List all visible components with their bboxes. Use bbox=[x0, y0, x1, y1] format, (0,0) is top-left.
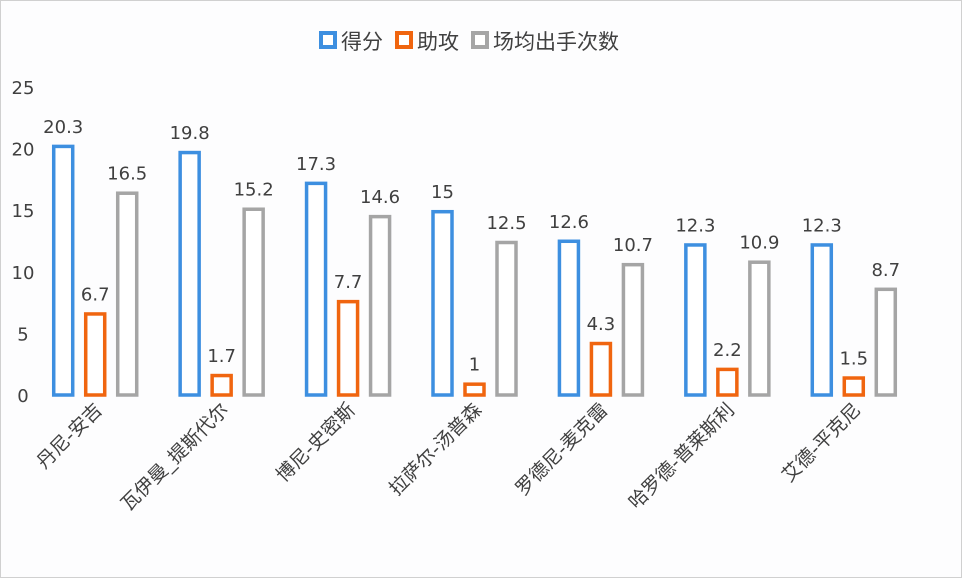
data-label: 15.2 bbox=[234, 180, 274, 201]
data-label: 17.3 bbox=[296, 154, 336, 175]
data-label: 12.5 bbox=[486, 213, 526, 234]
bar-shots-3 bbox=[495, 240, 518, 397]
x-tick-label: 拉萨尔-汤普森 bbox=[385, 399, 486, 500]
bar-score-5 bbox=[684, 243, 707, 397]
data-label: 1.7 bbox=[207, 346, 236, 367]
data-label: 20.3 bbox=[43, 117, 83, 138]
bar-shots-1 bbox=[242, 207, 265, 397]
x-axis: 丹尼-安吉 瓦伊曼_提斯代尔 博尼-史密斯 拉萨尔-汤普森 罗德尼-麦克雷 哈罗德-普莱斯… bbox=[33, 399, 866, 515]
bar-assists-5 bbox=[716, 367, 739, 397]
data-label: 19.8 bbox=[170, 123, 210, 144]
bar-assists-4 bbox=[589, 341, 613, 397]
legend-swatch bbox=[471, 31, 489, 49]
y-axis: 0 5 10 15 20 25 bbox=[12, 78, 35, 407]
x-tick-label: 哈罗德-普莱斯利 bbox=[624, 399, 738, 513]
bar-shots-5 bbox=[748, 260, 771, 397]
legend: 得分 助攻 场均出手次数 bbox=[319, 30, 619, 54]
legend-label: 助攻 bbox=[417, 30, 459, 54]
bar-assists-2 bbox=[336, 299, 360, 397]
legend-label: 得分 bbox=[341, 30, 383, 54]
legend-label: 场均出手次数 bbox=[493, 30, 619, 54]
data-label: 14.6 bbox=[360, 187, 400, 208]
x-tick-label: 艾德-平克尼 bbox=[778, 399, 866, 487]
y-tick-label: 0 bbox=[17, 386, 28, 407]
y-tick-label: 20 bbox=[12, 140, 35, 161]
bar-score-1 bbox=[178, 150, 201, 397]
bar-score-4 bbox=[557, 239, 581, 397]
bars: 20.3 6.7 16.5 19.8 1.7 15.2 17.3 7.7 14.6 15 1 12.5… bbox=[43, 117, 900, 397]
data-label: 12.3 bbox=[802, 215, 842, 236]
bar-assists-0 bbox=[83, 312, 107, 397]
x-tick-label: 丹尼-安吉 bbox=[33, 399, 107, 473]
bar-shots-6 bbox=[874, 287, 898, 397]
data-label: 1.5 bbox=[839, 349, 868, 370]
y-tick-label: 10 bbox=[12, 263, 35, 284]
x-tick-label: 罗德尼-麦克雷 bbox=[511, 399, 612, 500]
y-tick-label: 25 bbox=[12, 78, 35, 99]
data-label: 4.3 bbox=[587, 314, 616, 335]
bar-score-0 bbox=[51, 144, 75, 397]
bar-shots-4 bbox=[621, 262, 645, 397]
data-label: 7.7 bbox=[334, 272, 363, 293]
x-tick-label: 博尼-史密斯 bbox=[272, 399, 360, 487]
bar-score-2 bbox=[304, 181, 328, 397]
data-label: 8.7 bbox=[871, 260, 900, 281]
legend-swatch bbox=[319, 31, 337, 49]
y-tick-label: 15 bbox=[12, 201, 35, 222]
data-label: 12.6 bbox=[549, 212, 589, 233]
data-label: 12.3 bbox=[675, 215, 715, 236]
bar-score-3 bbox=[431, 209, 454, 397]
data-label: 2.2 bbox=[713, 340, 742, 361]
bar-assists-6 bbox=[842, 376, 866, 397]
y-tick-label: 5 bbox=[17, 324, 28, 345]
bar-shots-0 bbox=[115, 191, 139, 397]
data-label: 6.7 bbox=[81, 284, 110, 305]
bar-score-6 bbox=[810, 243, 834, 397]
data-label: 16.5 bbox=[107, 164, 147, 185]
legend-swatch bbox=[395, 31, 413, 49]
data-label: 10.7 bbox=[613, 235, 653, 256]
data-label: 15 bbox=[431, 182, 454, 203]
data-label: 10.9 bbox=[739, 233, 779, 254]
x-tick-label: 瓦伊曼_提斯代尔 bbox=[117, 399, 233, 515]
bar-shots-2 bbox=[368, 214, 392, 397]
bar-assists-3 bbox=[463, 382, 486, 397]
data-label: 1 bbox=[469, 355, 480, 376]
bar-assists-1 bbox=[210, 373, 233, 397]
